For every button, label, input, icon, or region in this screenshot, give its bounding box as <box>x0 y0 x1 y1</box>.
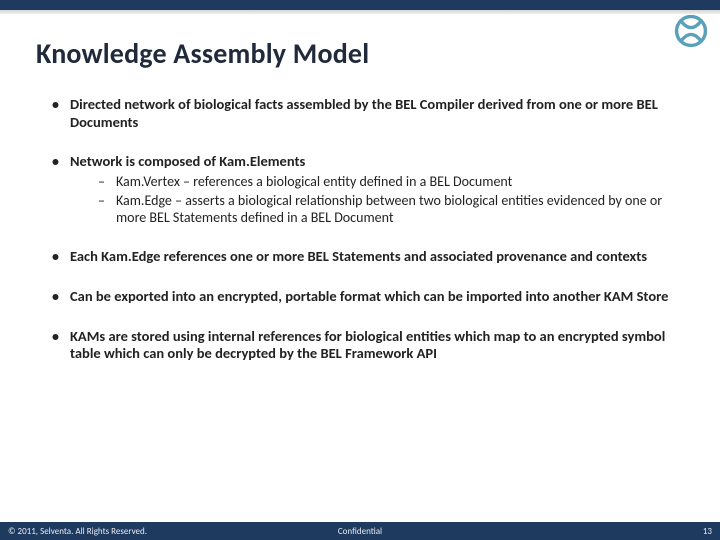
bullet-text: Directed network of biological facts ass… <box>70 95 658 131</box>
header-bar <box>0 0 720 10</box>
sub-bullet-text: Kam.Edge – asserts a biological relation… <box>116 192 662 226</box>
footer-center: Confidential <box>338 526 382 537</box>
bullet-text: KAMs are stored using internal reference… <box>70 327 665 363</box>
bullet-text: Each Kam.Edge references one or more BEL… <box>70 247 647 265</box>
bullet-item: Each Kam.Edge references one or more BEL… <box>48 248 680 266</box>
slide: Knowledge Assembly Model Directed networ… <box>0 0 720 540</box>
sub-bullet-item: Kam.Edge – asserts a biological relation… <box>94 192 680 226</box>
bullet-list: Directed network of biological facts ass… <box>48 96 680 363</box>
sub-bullet-list: Kam.Vertex – references a biological ent… <box>94 173 680 226</box>
bullet-text: Network is composed of Kam.Elements <box>70 152 305 170</box>
bullet-text: Can be exported into an encrypted, porta… <box>70 287 668 305</box>
bullet-item: Network is composed of Kam.Elements Kam.… <box>48 153 680 226</box>
footer-page-number: 13 <box>703 526 712 537</box>
footer-bar: © 2011, Selventa. All Rights Reserved. C… <box>0 522 720 540</box>
sub-bullet-text: Kam.Vertex – references a biological ent… <box>116 173 512 190</box>
bullet-item: KAMs are stored using internal reference… <box>48 328 680 363</box>
header-shadow <box>0 10 720 14</box>
slide-title: Knowledge Assembly Model <box>36 36 369 71</box>
slide-body: Directed network of biological facts ass… <box>48 96 680 385</box>
sub-bullet-item: Kam.Vertex – references a biological ent… <box>94 173 680 190</box>
bullet-item: Directed network of biological facts ass… <box>48 96 680 131</box>
bullet-item: Can be exported into an encrypted, porta… <box>48 288 680 306</box>
company-logo-icon <box>674 14 708 48</box>
footer-copyright: © 2011, Selventa. All Rights Reserved. <box>8 526 147 537</box>
